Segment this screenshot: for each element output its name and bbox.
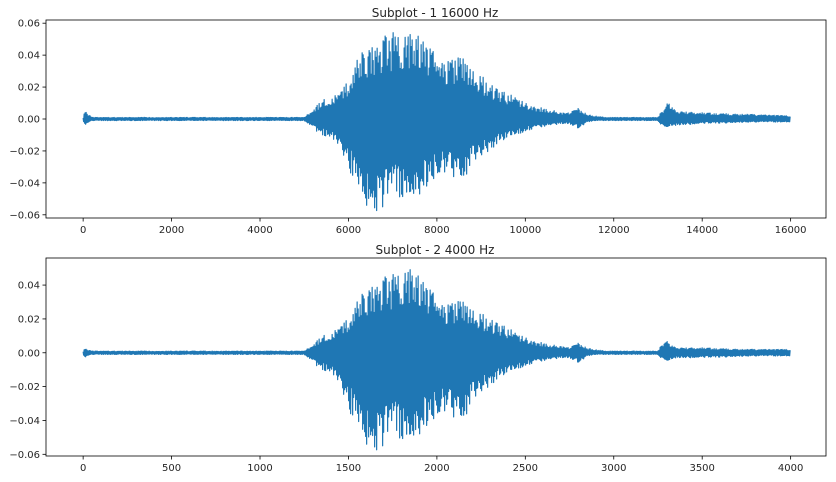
subplot-2-title: Subplot - 2 4000 Hz	[376, 243, 495, 257]
subplot-2-y-tick-label: 0.02	[18, 314, 40, 325]
subplot-2-y-ticks: −0.06 −0.04 −0.02 0.00 0.02 0.04	[9, 281, 46, 461]
subplot-2: Subplot - 2 4000 Hz 0 500 1000 1500 2000 2500…	[9, 243, 827, 474]
subplot-1-waveform-line	[82, 32, 791, 212]
subplot-1-y-tick-label: 0.00	[18, 115, 40, 126]
subplot-2-y-tick-label: −0.02	[9, 382, 40, 393]
subplot-2-x-tick-label: 3500	[689, 463, 714, 474]
subplot-2-x-tick-label: 2000	[424, 463, 449, 474]
subplot-1-y-tick-label: 0.04	[18, 51, 40, 62]
subplot-2-y-tick-label: −0.06	[9, 450, 40, 461]
subplot-1-x-ticks: 0 2000 4000 6000 8000 10000 12000 14000 16000	[80, 218, 807, 236]
subplot-2-y-tick-label: 0.00	[18, 348, 40, 359]
subplot-1-y-tick-label: 0.06	[18, 19, 40, 30]
subplot-2-x-tick-label: 1500	[336, 463, 361, 474]
subplot-1-x-tick-label: 16000	[775, 225, 807, 236]
subplot-1-y-tick-label: −0.02	[9, 146, 40, 157]
subplot-2-waveform	[82, 269, 791, 451]
subplot-2-x-tick-label: 500	[162, 463, 181, 474]
subplot-1-title: Subplot - 1 16000 Hz	[372, 6, 499, 20]
subplot-2-waveform-line	[82, 269, 791, 451]
subplot-1-x-tick-label: 6000	[336, 225, 361, 236]
subplot-2-x-tick-label: 4000	[778, 463, 803, 474]
subplot-1-waveform	[82, 32, 791, 212]
subplot-1-x-tick-label: 14000	[686, 225, 718, 236]
subplot-1-y-ticks: −0.06 −0.04 −0.02 0.00 0.02 0.04 0.06	[9, 19, 46, 221]
subplot-1-x-tick-label: 12000	[598, 225, 630, 236]
subplot-1-x-tick-label: 10000	[509, 225, 541, 236]
subplot-1-x-tick-label: 2000	[159, 225, 184, 236]
subplot-2-y-tick-label: −0.04	[9, 416, 40, 427]
subplot-1-y-tick-label: −0.06	[9, 210, 40, 221]
subplot-2-x-tick-label: 3000	[601, 463, 626, 474]
subplot-1-y-tick-label: 0.02	[18, 83, 40, 94]
subplot-1-axes-frame	[45, 19, 827, 219]
subplot-1: Subplot - 1 16000 Hz 0 2000 4000 6000 8000 10…	[9, 6, 827, 236]
subplot-1-x-tick-label: 4000	[247, 225, 272, 236]
subplot-2-x-tick-label: 2500	[513, 463, 538, 474]
subplot-2-axes-frame	[45, 257, 827, 457]
subplot-1-y-tick-label: −0.04	[9, 178, 40, 189]
subplot-1-x-tick-label: 8000	[424, 225, 449, 236]
subplot-2-x-ticks: 0 500 1000 1500 2000 2500 3000 3500 4000	[80, 456, 803, 474]
subplot-2-x-tick-label: 0	[80, 463, 86, 474]
subplot-2-x-tick-label: 1000	[247, 463, 272, 474]
subplot-2-y-tick-label: 0.04	[18, 281, 40, 292]
subplot-1-x-tick-label: 0	[80, 225, 86, 236]
